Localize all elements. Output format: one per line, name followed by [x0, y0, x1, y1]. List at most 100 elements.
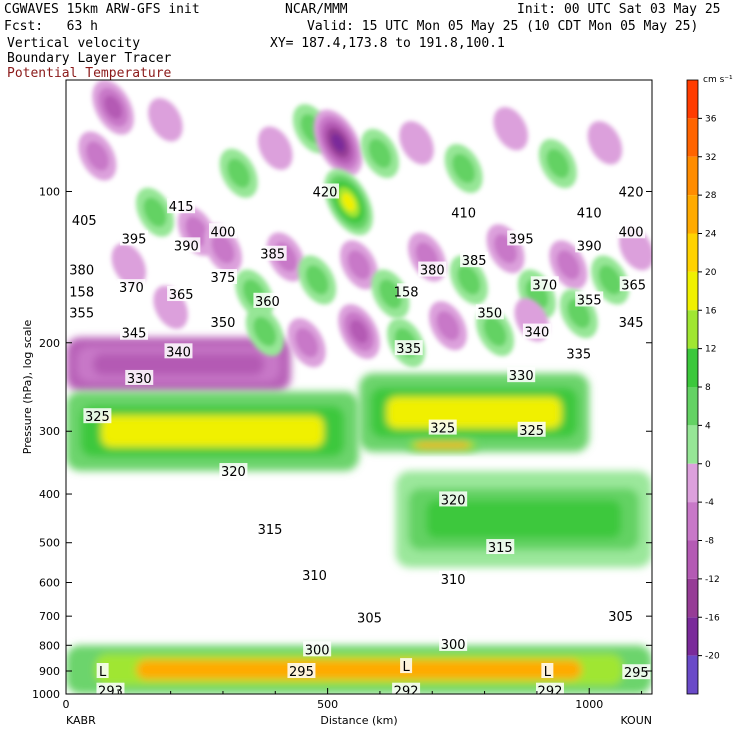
wave-cell-band — [452, 153, 476, 184]
colorbar-swatch — [687, 310, 698, 349]
wave-cell-band — [295, 328, 319, 358]
colorbar-tick-label: 32 — [705, 153, 716, 163]
y-tick-label: 100 — [39, 185, 60, 198]
wave-cell-band — [436, 311, 460, 341]
colorbar-tick-label: 20 — [705, 268, 717, 278]
header-xy: XY= 187.4,173.8 to 191.8,100.1 — [270, 36, 505, 51]
wave-cell-band — [368, 138, 392, 169]
theta-label-bg — [120, 324, 149, 340]
colorbar-swatch — [687, 80, 698, 119]
wave-cell — [148, 98, 183, 142]
wave-cell-band — [556, 250, 580, 280]
theta-label: 370 — [532, 278, 557, 293]
theta-label-bg — [617, 223, 646, 239]
header-field-bl-tracer: Boundary Layer Tracer — [7, 51, 172, 66]
header-init: Init: 00 UTC Sat 03 May 25 — [517, 2, 721, 17]
wave-cell — [371, 269, 410, 319]
jet-region-core — [101, 415, 324, 448]
theta-label-bg — [449, 204, 478, 220]
endpoint-left-label: KABR — [66, 714, 96, 727]
theta-label-bg — [507, 230, 536, 246]
theta-label: 380 — [69, 264, 94, 279]
theta-label-bg — [303, 641, 332, 657]
theta-label: 395 — [122, 232, 147, 247]
theta-label-bg — [120, 230, 149, 246]
y-tick-label: 400 — [39, 488, 60, 501]
theta-label-bg — [287, 663, 316, 679]
x-axis: 0 500 1000 — [63, 688, 643, 711]
theta-label: 325 — [85, 410, 110, 425]
theta-label: 300 — [305, 643, 330, 658]
bl-marker: L — [544, 665, 552, 680]
theta-label-bg — [253, 292, 282, 308]
theta-label: 415 — [169, 200, 194, 215]
y-axis-label: Pressure (hPa), log scale — [21, 320, 34, 455]
colorbar-tick-label: 36 — [705, 114, 717, 124]
wave-cell — [135, 187, 175, 237]
y-tick-label: 700 — [39, 610, 60, 623]
wave-cell-band — [587, 121, 623, 165]
wave-cell — [219, 148, 258, 198]
theta-label-bg — [622, 664, 651, 680]
theta-label: 345 — [122, 327, 147, 342]
wave-cell-band — [211, 234, 235, 264]
wave-cell — [493, 107, 529, 151]
theta-label: 420 — [313, 185, 338, 200]
jet-region — [406, 438, 480, 453]
theta-label: 380 — [420, 264, 445, 279]
theta-label: 340 — [166, 345, 191, 360]
plot-frame — [65, 79, 653, 695]
theta-label-bg — [167, 198, 196, 214]
theta-label-bg — [617, 183, 646, 199]
header-model: CGWAVES 15km ARW-GFS init — [4, 2, 200, 17]
wave-cell — [538, 139, 577, 189]
theta-label-bg — [619, 276, 648, 292]
colorbar-tick-label: 16 — [705, 306, 717, 316]
theta-label: 325 — [430, 422, 455, 437]
theta-label: 395 — [509, 232, 534, 247]
wave-cell-band — [258, 126, 293, 170]
wave-cell-band — [378, 279, 402, 309]
colorbar-swatch — [687, 233, 698, 272]
theta-label-bg — [208, 314, 237, 330]
theta-label-bg — [208, 223, 237, 239]
wave-cell-band — [457, 265, 481, 295]
x-tick-label: 0 — [63, 698, 70, 711]
theta-label-bg — [475, 304, 504, 320]
theta-label-bg — [67, 304, 96, 320]
theta-label-bg — [575, 204, 604, 220]
wave-cell-band — [85, 141, 109, 171]
x-axis-label: Distance (km) — [320, 714, 397, 727]
theta-label-bg — [219, 463, 248, 479]
theta-label: 410 — [577, 206, 602, 221]
colorbar-swatch — [687, 271, 698, 311]
wave-cell-band — [305, 265, 329, 295]
colorbar-swatch — [687, 387, 698, 426]
theta-label-bg — [72, 283, 91, 299]
colorbar-tick-label: -4 — [705, 498, 714, 508]
y-tick-label: 800 — [39, 639, 60, 652]
theta-label: 340 — [524, 326, 549, 341]
theta-label-bg — [172, 237, 201, 253]
wave-cell — [338, 304, 380, 359]
theta-label-bg — [575, 237, 604, 253]
header-field-theta: Potential Temperature — [7, 66, 172, 81]
theta-label-bg — [564, 345, 593, 361]
wave-cell — [111, 243, 147, 287]
colorbar-tick-label: -20 — [705, 652, 720, 662]
theta-label-bg — [535, 682, 564, 694]
wave-cell-band — [143, 197, 167, 228]
theta-label: 405 — [72, 214, 97, 229]
wave-cell — [287, 318, 326, 368]
colorbar-tick-label: -8 — [705, 537, 714, 547]
theta-label: 400 — [211, 225, 236, 240]
theta-label: 375 — [211, 271, 236, 286]
colorbar-swatch — [687, 195, 698, 234]
theta-label: 355 — [69, 306, 94, 321]
colorbar-swatch — [687, 502, 698, 541]
theta-label-bg — [400, 658, 413, 674]
theta-label: 310 — [302, 569, 327, 584]
theta-label-bg — [439, 491, 468, 507]
y-axis: 100 200 300 400 500 600 700 800 900 1000 — [32, 185, 652, 701]
